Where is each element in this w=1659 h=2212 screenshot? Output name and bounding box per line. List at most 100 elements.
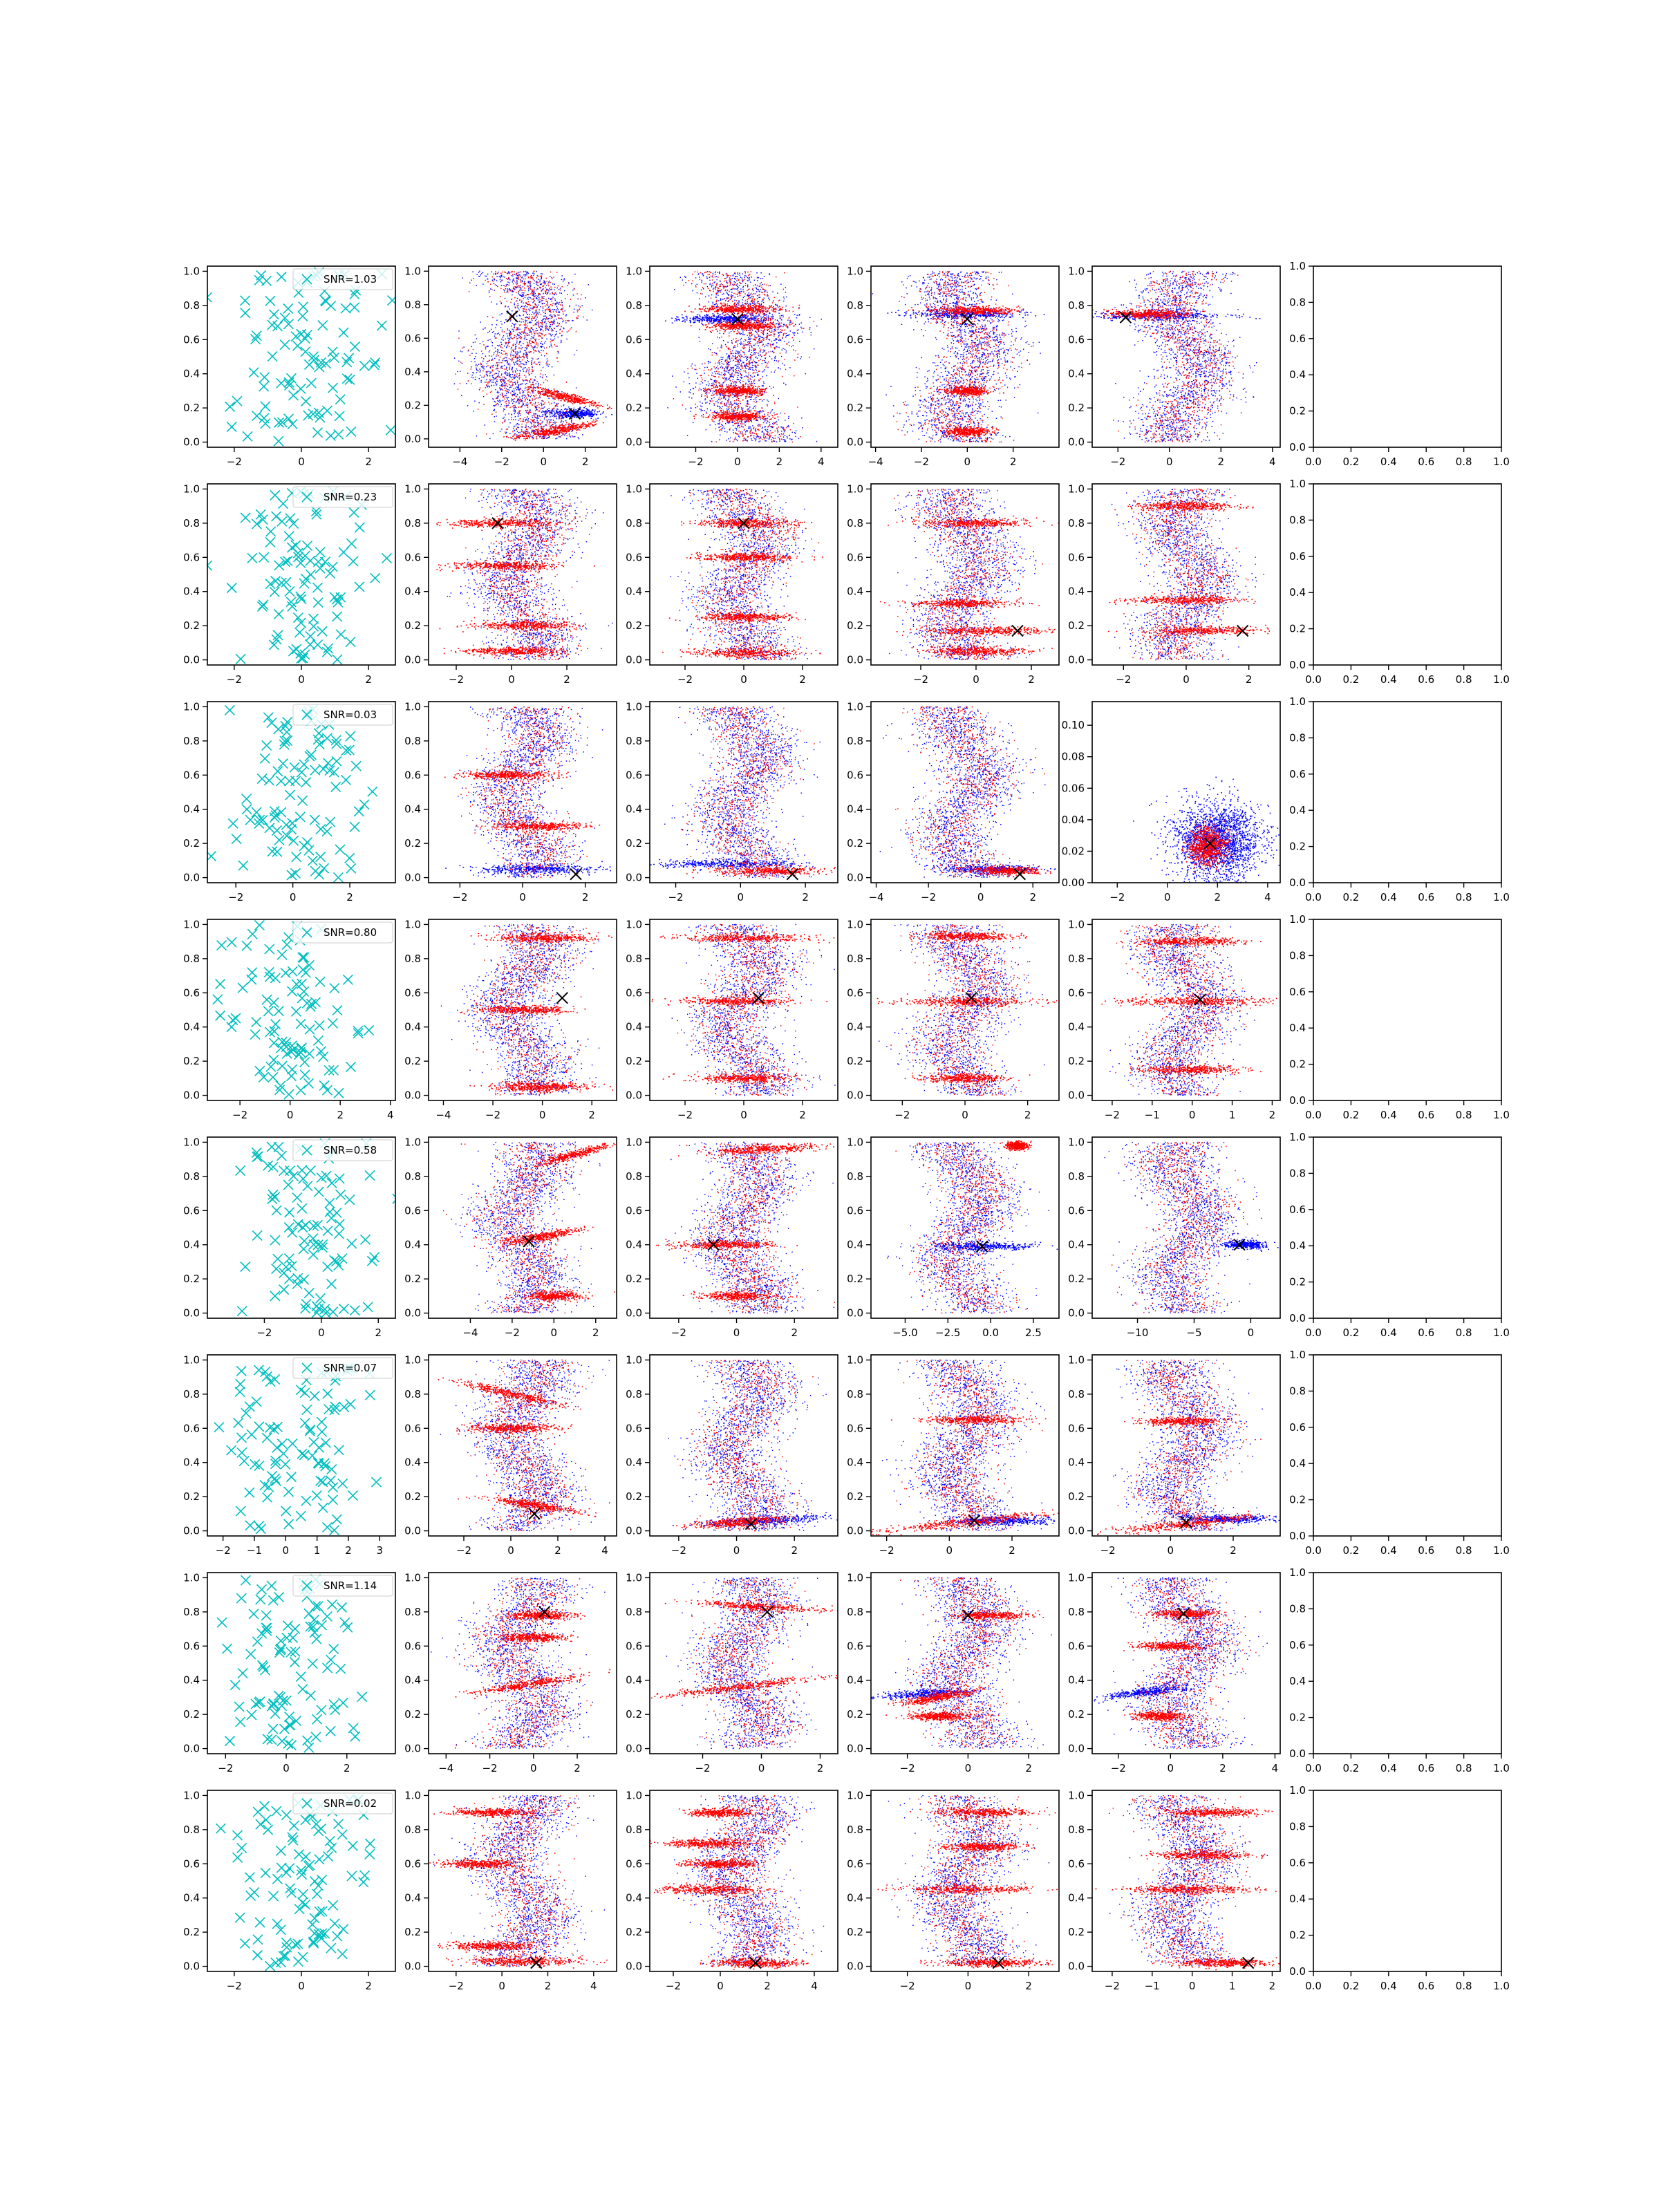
x-tick-label: 0 — [738, 891, 744, 903]
sample-marker — [324, 1835, 335, 1846]
x-tick-label: 0 — [530, 1762, 537, 1774]
sample-marker — [264, 1027, 276, 1038]
sample-marker — [237, 982, 248, 993]
x-tick-label: 0.6 — [1418, 1327, 1434, 1339]
sample-marker — [339, 1402, 350, 1413]
y-tick-label: 0.2 — [183, 1708, 200, 1721]
sample-marker — [309, 1391, 320, 1402]
axes-frame — [428, 265, 617, 448]
sample-marker — [314, 1854, 325, 1865]
sample-marker — [281, 577, 292, 588]
y-tick-label: 0.2 — [1068, 1708, 1085, 1721]
sample-marker — [268, 1891, 279, 1902]
y-tick-label: 1.0 — [847, 1571, 863, 1584]
sample-marker — [263, 1481, 274, 1492]
sample-marker — [282, 717, 293, 728]
sample-marker — [327, 382, 339, 393]
sample-marker — [308, 355, 319, 366]
y-tick-label: 1.0 — [626, 482, 642, 495]
sample-marker — [297, 795, 308, 806]
x-tick-label: 0 — [965, 1980, 972, 1992]
y-tick-label: 0.8 — [626, 953, 642, 965]
plot-area — [1101, 924, 1280, 1096]
panel-r5-c3: −2 0 2 0.0 0.2 0.4 0.6 0.8 1.0 — [626, 1136, 838, 1339]
y-tick-label: 0.2 — [626, 1926, 642, 1938]
y-tick-label: 0.8 — [404, 517, 421, 529]
x-tick-label: 1.0 — [1493, 673, 1510, 686]
sample-marker — [284, 586, 295, 597]
x-tick-label: 0.4 — [1380, 456, 1397, 468]
sample-marker — [302, 1181, 313, 1192]
sample-marker — [236, 1842, 247, 1853]
sample-marker — [246, 1429, 257, 1440]
series-a-points — [453, 270, 612, 440]
plot-area — [215, 1794, 376, 1971]
plot-area — [438, 1359, 610, 1532]
panel-r4-c1: −2 0 2 4 0.0 0.2 0.4 0.6 0.8 1.0 SNR=0.80 — [183, 918, 396, 1121]
y-tick-label: 0.6 — [626, 551, 642, 563]
sample-marker — [256, 773, 268, 785]
sample-marker — [284, 1207, 295, 1218]
center-marker — [556, 991, 568, 1004]
sample-marker — [345, 637, 356, 648]
sample-marker — [321, 1611, 332, 1622]
sample-marker — [252, 1151, 264, 1162]
sample-marker — [236, 1447, 247, 1459]
legend: SNR=0.80 — [292, 921, 393, 944]
x-tick-label: −2.5 — [935, 1327, 960, 1339]
plot-area — [651, 924, 836, 1096]
sample-marker — [278, 498, 289, 509]
y-tick-label: 0.6 — [847, 551, 863, 563]
y-tick-label: 0.2 — [626, 1490, 642, 1503]
series-a-points — [451, 1141, 601, 1313]
y-tick-label: 0.6 — [626, 333, 642, 346]
series-b-points — [453, 1577, 611, 1749]
y-tick-label: 1.0 — [1289, 913, 1306, 926]
sample-marker — [272, 846, 283, 857]
y-tick-label: 0.6 — [1289, 550, 1306, 563]
y-tick-label: 1.0 — [1289, 1349, 1306, 1361]
sample-marker — [279, 312, 290, 324]
x-tick-label: −2 — [677, 1109, 693, 1121]
sample-marker — [279, 739, 290, 750]
panel-r2-c4: −2 0 2 0.0 0.2 0.4 0.6 0.8 1.0 — [847, 482, 1060, 686]
sample-marker — [322, 1226, 333, 1237]
sample-marker — [303, 1608, 315, 1619]
y-tick-label: 1.0 — [1289, 1131, 1306, 1143]
y-tick-label: 0.8 — [1068, 1824, 1085, 1836]
y-tick-label: 0.8 — [1068, 1388, 1085, 1400]
sample-marker — [364, 1024, 375, 1035]
sample-marker — [232, 1830, 243, 1841]
sample-marker — [263, 1824, 274, 1835]
sample-marker — [288, 1044, 299, 1056]
x-tick-label: 0 — [977, 891, 984, 903]
sample-marker — [241, 794, 252, 805]
x-tick-label: 4 — [1272, 1762, 1279, 1774]
sample-marker — [290, 776, 301, 787]
sample-marker — [262, 1734, 273, 1745]
sample-marker — [354, 522, 365, 533]
sample-marker — [325, 816, 336, 827]
sample-marker — [246, 974, 257, 985]
y-tick-label: 1.0 — [847, 700, 863, 713]
axes-frame — [870, 483, 1060, 666]
y-tick-label: 0.4 — [1289, 1675, 1306, 1687]
sample-marker — [276, 1060, 288, 1071]
legend: SNR=0.07 — [292, 1357, 393, 1379]
plot-area — [212, 919, 375, 1100]
x-tick-label: 2 — [563, 673, 570, 686]
sample-marker — [299, 578, 310, 589]
sample-marker — [308, 1233, 319, 1244]
y-tick-label: 0.0 — [626, 436, 642, 449]
axes-frame — [207, 1790, 396, 1972]
sample-marker — [312, 1601, 324, 1612]
x-tick-label: 2 — [545, 1980, 552, 1992]
x-tick-label: 0 — [298, 1980, 305, 1992]
sample-marker — [234, 1701, 245, 1712]
y-tick-label: 0.6 — [404, 1857, 421, 1870]
sample-marker — [235, 1716, 246, 1727]
y-tick-label: 0.6 — [1289, 768, 1306, 780]
sample-marker — [327, 346, 338, 357]
series-b-points — [880, 488, 1059, 661]
y-tick-label: 1.0 — [626, 1571, 642, 1584]
